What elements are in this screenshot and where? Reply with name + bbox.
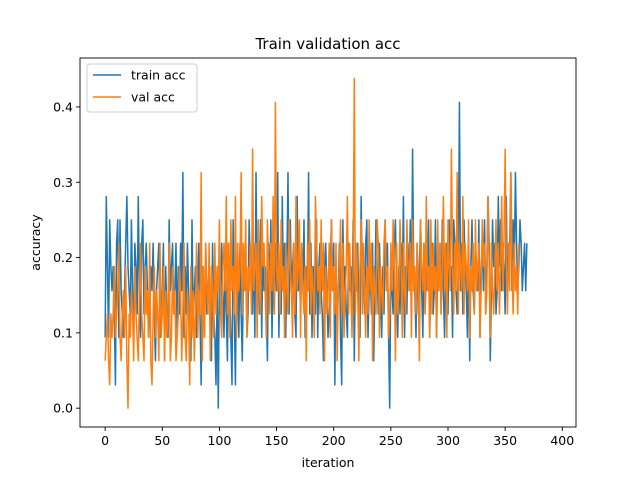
x-tick-label: 300 [436, 433, 460, 448]
x-tick-label: 250 [379, 433, 403, 448]
legend-label-train-acc: train acc [131, 68, 186, 83]
y-axis: 0.0 0.1 0.2 0.3 0.4 [53, 99, 80, 416]
y-tick-label: 0.3 [53, 175, 73, 190]
y-tick-label: 0.4 [53, 99, 73, 114]
y-tick-label: 0.1 [53, 325, 73, 340]
series-layer [104, 77, 528, 409]
x-tick-label: 100 [207, 433, 231, 448]
y-tick-label: 0.0 [53, 401, 73, 416]
series-line-train-acc [104, 101, 528, 409]
x-tick-label: 0 [101, 433, 109, 448]
y-tick-label: 0.2 [53, 250, 73, 265]
legend: train acc val acc [86, 63, 198, 113]
x-tick-label: 400 [550, 433, 574, 448]
series-line-val-acc [104, 77, 520, 409]
legend-label-val-acc: val acc [131, 90, 175, 105]
chart-title: Train validation acc [254, 35, 400, 53]
x-axis: 0 50 100 150 200 250 300 350 400 [101, 427, 574, 448]
x-tick-label: 200 [322, 433, 346, 448]
legend-box [86, 63, 198, 113]
y-axis-label: accuracy [28, 214, 43, 271]
x-tick-label: 150 [265, 433, 289, 448]
x-tick-label: 50 [154, 433, 170, 448]
x-tick-label: 350 [493, 433, 517, 448]
plot-frame [79, 57, 577, 428]
x-axis-label: iteration [302, 455, 355, 470]
